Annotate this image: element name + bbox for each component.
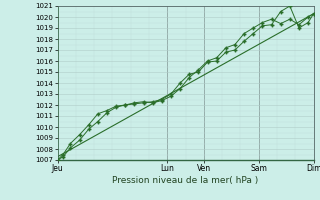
X-axis label: Pression niveau de la mer( hPa ): Pression niveau de la mer( hPa )	[112, 176, 259, 185]
